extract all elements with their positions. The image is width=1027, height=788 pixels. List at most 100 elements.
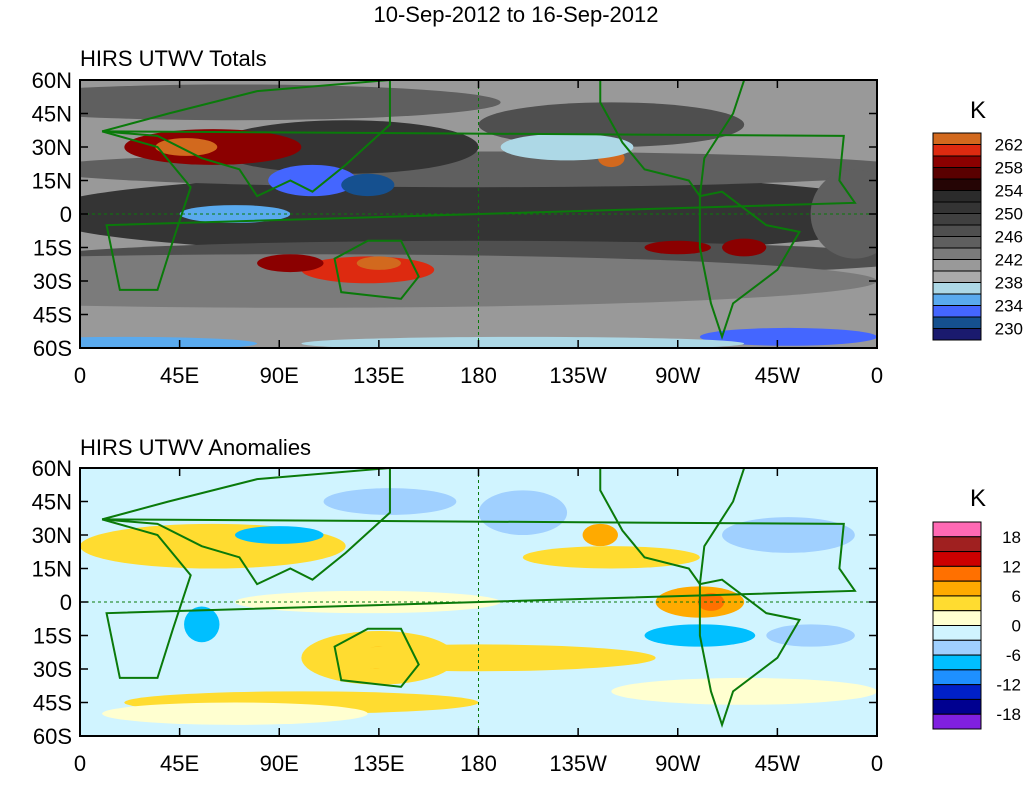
x-tick-label: 135W <box>549 363 607 388</box>
colorbar-swatch <box>932 155 982 168</box>
colorbar-label: 262 <box>995 136 1023 155</box>
x-tick-label: 90W <box>655 751 700 776</box>
bottom-panel-title: HIRS UTWV Anomalies <box>80 435 311 460</box>
colorbar-swatch <box>932 639 982 656</box>
colorbar-label: 254 <box>995 182 1023 201</box>
field-contour-region <box>257 254 324 273</box>
colorbar-swatch <box>932 270 982 283</box>
colorbar-swatch <box>932 201 982 214</box>
field-layer <box>80 80 877 348</box>
field-contour-region <box>301 336 745 348</box>
coastline <box>333 239 420 300</box>
y-tick-label: 60S <box>33 336 72 361</box>
colorbar-swatch <box>932 654 982 671</box>
colorbar-label: 12 <box>1002 557 1021 576</box>
colorbar-label: 246 <box>995 228 1023 247</box>
field-contour-region <box>341 173 395 197</box>
field-contour-region <box>766 624 855 647</box>
colorbar-swatch <box>932 293 982 306</box>
colorbar-swatch <box>932 247 982 260</box>
colorbar-swatch <box>932 713 982 730</box>
field-contour-region <box>478 490 568 535</box>
colorbar-label: 234 <box>995 297 1023 316</box>
colorbar-swatch <box>932 610 982 627</box>
coastline <box>101 80 391 198</box>
colorbar: 18 12 6 0 -6 -12 -18 <box>932 521 1021 730</box>
colorbar-swatch <box>932 167 982 180</box>
y-tick-label: 15S <box>33 236 72 261</box>
colorbar-swatch <box>932 580 982 597</box>
colorbar-swatch <box>932 178 982 191</box>
bottom-colorbar-unit: K <box>970 485 986 512</box>
x-tick-label: 90W <box>655 363 700 388</box>
x-tick-label: 0 <box>871 363 883 388</box>
x-tick-label: 90E <box>260 363 299 388</box>
colorbar-swatch <box>932 551 982 567</box>
colorbar-swatch <box>932 684 982 700</box>
x-tick-label: 135E <box>353 363 404 388</box>
field-contour-region <box>80 84 501 121</box>
colorbar-swatch <box>932 190 982 203</box>
x-tick-label: 45W <box>755 363 800 388</box>
colorbar-swatch <box>932 595 982 612</box>
top-panel-title: HIRS UTWV Totals <box>80 46 267 71</box>
colorbar-swatch <box>932 213 982 226</box>
x-tick-label: 45W <box>755 751 800 776</box>
field-contour-region <box>184 606 220 643</box>
colorbar-swatch <box>932 144 982 157</box>
colorbar-label: 230 <box>995 320 1023 339</box>
coastline <box>333 627 420 688</box>
x-tick-label: 0 <box>74 363 86 388</box>
colorbar-label: 258 <box>995 159 1023 178</box>
field-contour-region <box>500 133 634 161</box>
y-tick-label: 45N <box>32 102 72 127</box>
field-contour-region <box>155 138 218 156</box>
colorbar-swatch <box>932 669 982 686</box>
y-tick-label: 30S <box>33 269 72 294</box>
y-tick-label: 15N <box>32 169 72 194</box>
field-contour-region <box>80 336 258 348</box>
colorbar-swatch <box>932 305 982 318</box>
field-contour-region <box>522 546 700 569</box>
colorbar-label: -18 <box>996 705 1021 724</box>
y-tick-label: 60N <box>32 456 72 481</box>
y-tick-label: 0 <box>60 590 72 615</box>
field-contour-region <box>722 517 855 553</box>
x-tick-label: 180 <box>460 363 497 388</box>
colorbar-swatch <box>932 698 982 715</box>
y-tick-label: 45N <box>32 490 72 515</box>
x-tick-label: 135E <box>353 751 404 776</box>
field-contour-region <box>356 256 402 270</box>
x-tick-label: 45E <box>160 751 199 776</box>
x-tick-label: 0 <box>871 751 883 776</box>
colorbar-swatch <box>932 565 982 582</box>
y-tick-label: 15N <box>32 557 72 582</box>
y-tick-label: 60S <box>33 724 72 749</box>
coastline <box>599 80 746 199</box>
x-tick-label: 45E <box>160 363 199 388</box>
coastline <box>698 578 802 729</box>
y-tick-label: 30N <box>32 135 72 160</box>
coastline <box>599 468 746 587</box>
colorbar: 262 258 254 250 246 242 238 234 230 <box>932 132 1023 341</box>
x-tick-label: 180 <box>460 751 497 776</box>
y-tick-label: 15S <box>33 624 72 649</box>
coastline <box>101 518 857 679</box>
colorbar-swatch <box>932 282 982 295</box>
y-tick-label: 30N <box>32 523 72 548</box>
colorbar-swatch <box>932 236 982 249</box>
field-contour-region <box>102 702 368 725</box>
colorbar-label: 0 <box>1012 617 1021 636</box>
x-tick-label: 0 <box>74 751 86 776</box>
field-contour-region <box>611 677 877 705</box>
field-contour-region <box>234 526 324 544</box>
field-contour-region <box>179 205 291 223</box>
x-tick-label: 90E <box>260 751 299 776</box>
y-tick-label: 0 <box>60 202 72 227</box>
colorbar-swatch <box>932 536 982 553</box>
field-contour-region <box>301 644 656 672</box>
field-contour-region <box>699 327 877 346</box>
coastline <box>101 468 391 586</box>
colorbar-label: 6 <box>1012 587 1021 606</box>
